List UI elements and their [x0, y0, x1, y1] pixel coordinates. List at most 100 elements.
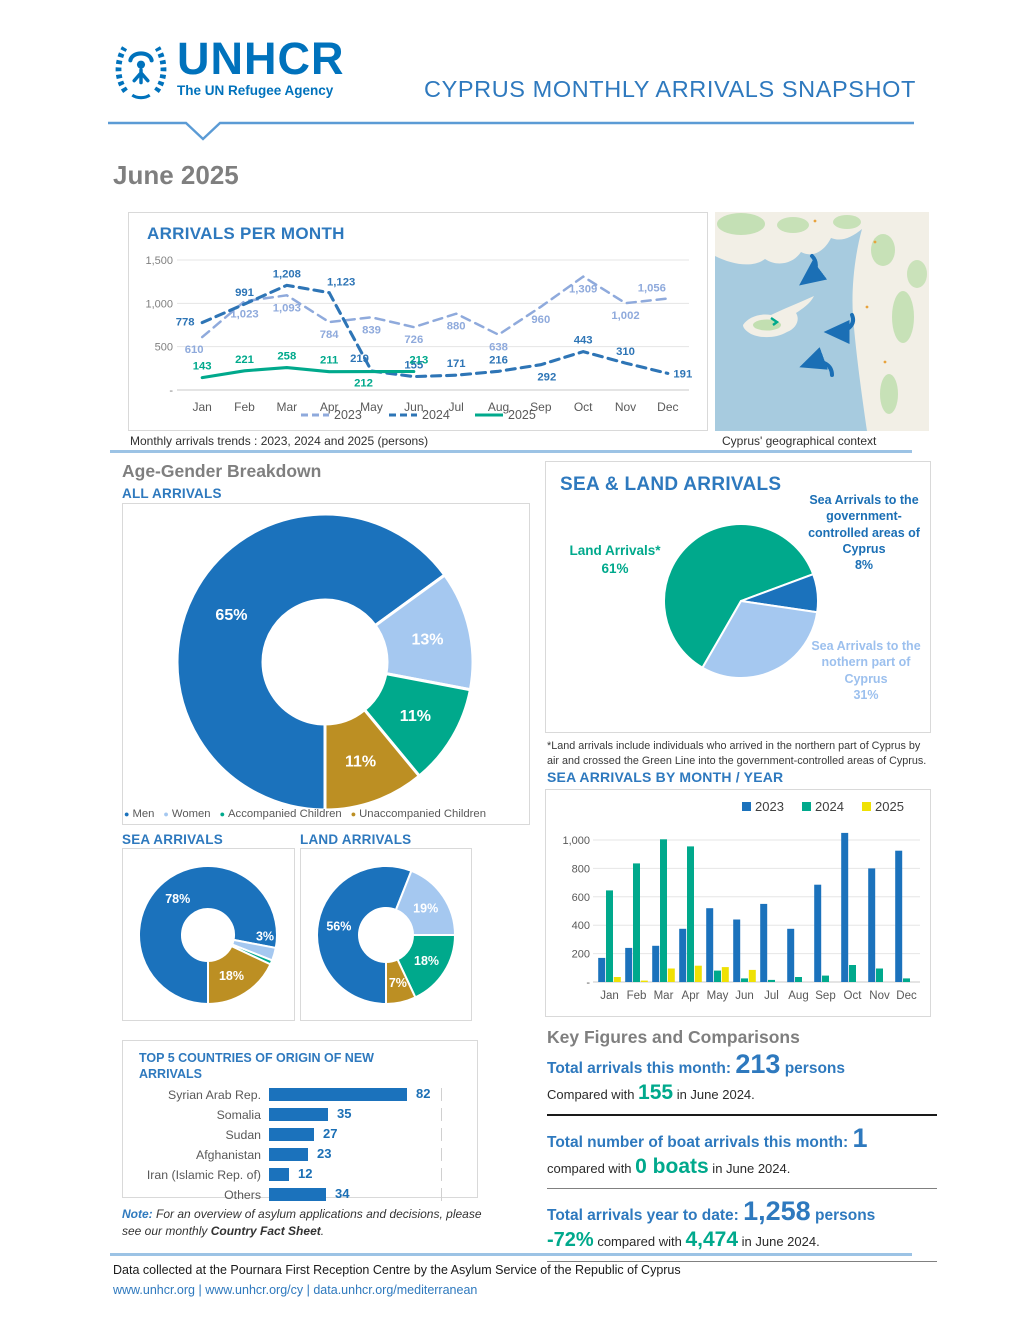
age-gender-legend: ● Men ● Women ● Accompanied Children ● Unaccomp…: [124, 808, 534, 820]
unhcr-logo: UNHCR The UN Refugee Agency: [112, 33, 345, 102]
svg-text:Aug: Aug: [788, 990, 808, 1002]
svg-text:211: 211: [320, 355, 338, 367]
sea-arrivals-bar-chart: - 200 400 600 800 1,000 Jan Feb Mar Apr May Jun Jul A…: [545, 789, 931, 1017]
svg-text:200: 200: [572, 949, 590, 961]
svg-text:Dec: Dec: [657, 400, 678, 414]
svg-text:778: 778: [176, 317, 195, 329]
svg-text:Feb: Feb: [627, 990, 647, 1002]
svg-text:11%: 11%: [400, 708, 431, 725]
svg-text:Nov: Nov: [615, 400, 636, 414]
top5-countries-chart: TOP 5 COUNTRIES OF ORIGIN OF NEW ARRIVAL…: [122, 1040, 478, 1202]
svg-text:Jun: Jun: [404, 400, 423, 414]
svg-text:2023: 2023: [334, 408, 362, 422]
svg-text:Feb: Feb: [234, 400, 255, 414]
sea-land-title: SEA & LAND ARRIVALS: [560, 474, 782, 495]
svg-text:839: 839: [362, 324, 381, 336]
report-period: June 2025: [113, 160, 239, 190]
svg-text:2025: 2025: [508, 408, 536, 422]
svg-text:960: 960: [531, 314, 550, 326]
svg-text:991: 991: [235, 287, 254, 299]
sea-land-arrivals-chart: SEA & LAND ARRIVALS Land Arrivals* 61% Se…: [545, 461, 931, 733]
svg-text:Mar: Mar: [276, 400, 297, 414]
svg-text:143: 143: [193, 361, 212, 373]
map-caption: Cyprus' geographical context: [722, 434, 877, 448]
arrivals-line-plot: - 500 1,000 1,500 Jan Feb Mar Apr May Jun Jul Aug Se…: [145, 255, 692, 422]
header-divider: [108, 121, 914, 141]
svg-text:56%: 56%: [326, 919, 351, 933]
key-figure-comparison: compared with 0 boats in June 2024.: [547, 1155, 791, 1178]
top5-title: TOP 5 COUNTRIES OF ORIGIN OF NEW ARRIVAL…: [139, 1051, 374, 1081]
logo-tagline: The UN Refugee Agency: [177, 82, 334, 98]
svg-text:Nov: Nov: [869, 990, 890, 1002]
footer-divider: [110, 1253, 912, 1256]
footer-link[interactable]: www.unhcr.org/cy: [205, 1283, 304, 1297]
svg-text:78%: 78%: [165, 892, 190, 906]
svg-text:1,000: 1,000: [145, 298, 173, 310]
svg-text:Aug: Aug: [488, 400, 509, 414]
svg-text:65%: 65%: [215, 607, 247, 624]
line-chart-caption: Monthly arrivals trends : 2023, 2024 and…: [130, 434, 429, 448]
legend-item: ● Women: [163, 808, 211, 820]
svg-text:Sep: Sep: [815, 990, 835, 1002]
svg-text:880: 880: [447, 321, 466, 333]
page-title: CYPRUS MONTHLY ARRIVALS SNAPSHOT: [424, 76, 916, 102]
sea-arrivals-label: SEA ARRIVALS: [122, 832, 223, 847]
key-figure-row: Total arrivals year to date: 1,258 perso…: [547, 1196, 876, 1226]
svg-text:400: 400: [572, 920, 590, 932]
svg-text:2024: 2024: [815, 799, 844, 814]
svg-text:Oct: Oct: [844, 990, 863, 1002]
mainland-landmass: [715, 212, 929, 431]
svg-text:310: 310: [616, 346, 635, 358]
country-row: Others 34: [123, 1185, 477, 1204]
svg-text:Apr: Apr: [320, 400, 339, 414]
sea-arrivals-donut-chart: 78%3%1%18%: [122, 848, 295, 1021]
section-divider: [110, 450, 912, 453]
svg-text:1,056: 1,056: [638, 282, 666, 294]
svg-text:1,093: 1,093: [273, 302, 301, 314]
svg-text:1,000: 1,000: [562, 835, 590, 847]
cyprus-map: [715, 212, 929, 431]
svg-text:443: 443: [574, 335, 593, 347]
svg-text:11%: 11%: [345, 753, 376, 770]
country-row: Syrian Arab Rep. 82: [123, 1085, 477, 1104]
map-image: [715, 212, 929, 431]
svg-text:-: -: [586, 977, 590, 989]
svg-text:7%: 7%: [389, 976, 407, 990]
svg-text:155: 155: [404, 360, 423, 372]
country-row: Afghanistan 23: [123, 1145, 477, 1164]
footer-link[interactable]: data.unhcr.org/mediterranean: [313, 1283, 478, 1297]
key-figures: Total arrivals this month: 213 persons Co…: [547, 1051, 937, 1271]
svg-text:May: May: [360, 400, 383, 414]
key-figure-comparison: Compared with 155 in June 2024.: [547, 1081, 755, 1104]
svg-text:Jan: Jan: [192, 400, 211, 414]
svg-text:213: 213: [409, 355, 428, 367]
svg-text:726: 726: [404, 334, 423, 346]
svg-text:292: 292: [537, 372, 556, 384]
arrivals-per-month-chart: ARRIVALS PER MONTH - 500 1,000 1,500 Jan Feb M…: [128, 212, 708, 431]
pie-label-sea-gov: Sea Arrivals to the government-controlle…: [808, 493, 920, 572]
migration-arrow: [799, 254, 828, 286]
svg-text:-: -: [169, 385, 173, 397]
svg-text:Jun: Jun: [735, 990, 754, 1002]
svg-text:171: 171: [447, 358, 466, 370]
unhcr-wreath-icon: [115, 46, 167, 100]
svg-text:221: 221: [235, 354, 254, 366]
footer-source: Data collected at the Pournara First Rec…: [113, 1263, 681, 1277]
logo-wordmark: UNHCR: [177, 33, 345, 84]
footer-link[interactable]: www.unhcr.org: [113, 1283, 195, 1297]
svg-text:Oct: Oct: [574, 400, 593, 414]
country-row: Somalia 35: [123, 1105, 477, 1124]
sea-by-month-heading: SEA ARRIVALS BY MONTH / YEAR: [547, 769, 784, 785]
pie-label-sea-north: Sea Arrivals to the nothern part of Cypr…: [811, 639, 921, 702]
svg-text:19%: 19%: [413, 901, 438, 915]
svg-text:2023: 2023: [755, 799, 784, 814]
key-figures-heading: Key Figures and Comparisons: [547, 1027, 800, 1047]
svg-text:2025: 2025: [875, 799, 904, 814]
svg-text:219: 219: [350, 353, 369, 365]
country-row: Iran (Islamic Rep. of) 12: [123, 1165, 477, 1184]
svg-text:1,208: 1,208: [273, 268, 301, 280]
key-figure-divider: [547, 1261, 937, 1262]
top5-rows: Syrian Arab Rep. 82 Somalia 35 Sudan 27 Afghan…: [123, 1085, 477, 1204]
note-prefix: Note:: [122, 1207, 153, 1221]
all-arrivals-donut-chart: 65% 13% 11% 11%: [122, 503, 530, 825]
